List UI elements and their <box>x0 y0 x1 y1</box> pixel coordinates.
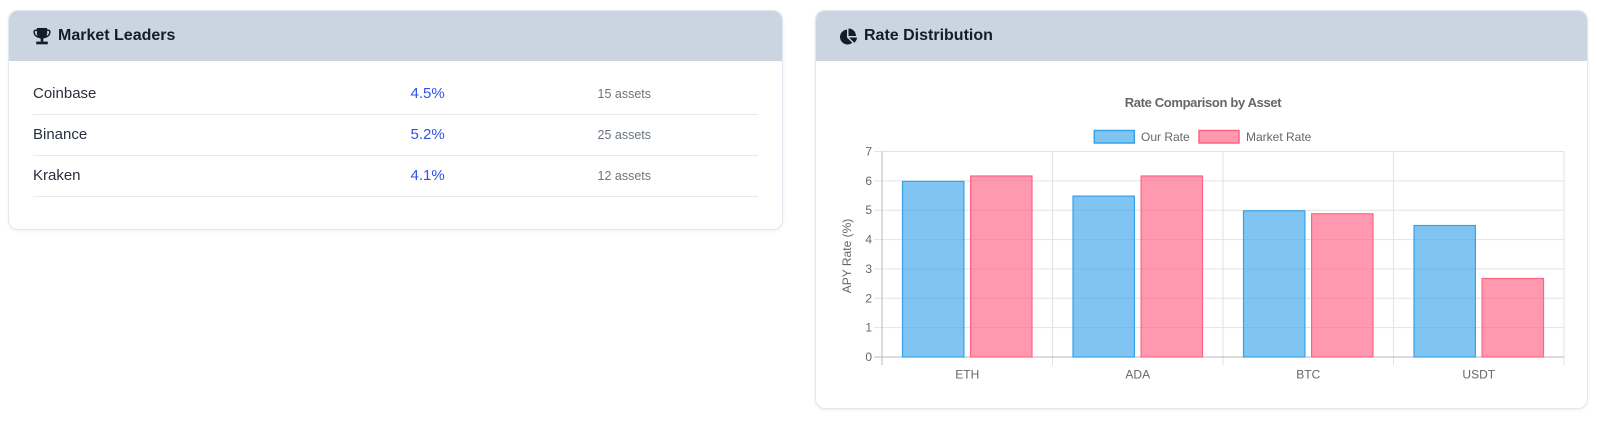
svg-text:6: 6 <box>865 174 872 188</box>
svg-text:3: 3 <box>865 262 872 276</box>
svg-text:ADA: ADA <box>1125 368 1150 382</box>
svg-text:0: 0 <box>865 350 872 364</box>
svg-text:Market Rate: Market Rate <box>1246 130 1312 144</box>
svg-text:1: 1 <box>865 321 872 335</box>
svg-text:7: 7 <box>865 145 872 159</box>
svg-text:2: 2 <box>865 291 872 305</box>
svg-text:ETH: ETH <box>955 368 979 382</box>
svg-text:5: 5 <box>865 203 872 217</box>
svg-text:Rate Comparison by Asset: Rate Comparison by Asset <box>1125 95 1283 110</box>
svg-text:USDT: USDT <box>1462 368 1495 382</box>
svg-text:4: 4 <box>865 233 872 247</box>
svg-text:BTC: BTC <box>1296 368 1320 382</box>
svg-text:Our Rate: Our Rate <box>1141 130 1190 144</box>
svg-text:APY Rate (%): APY Rate (%) <box>840 219 854 293</box>
